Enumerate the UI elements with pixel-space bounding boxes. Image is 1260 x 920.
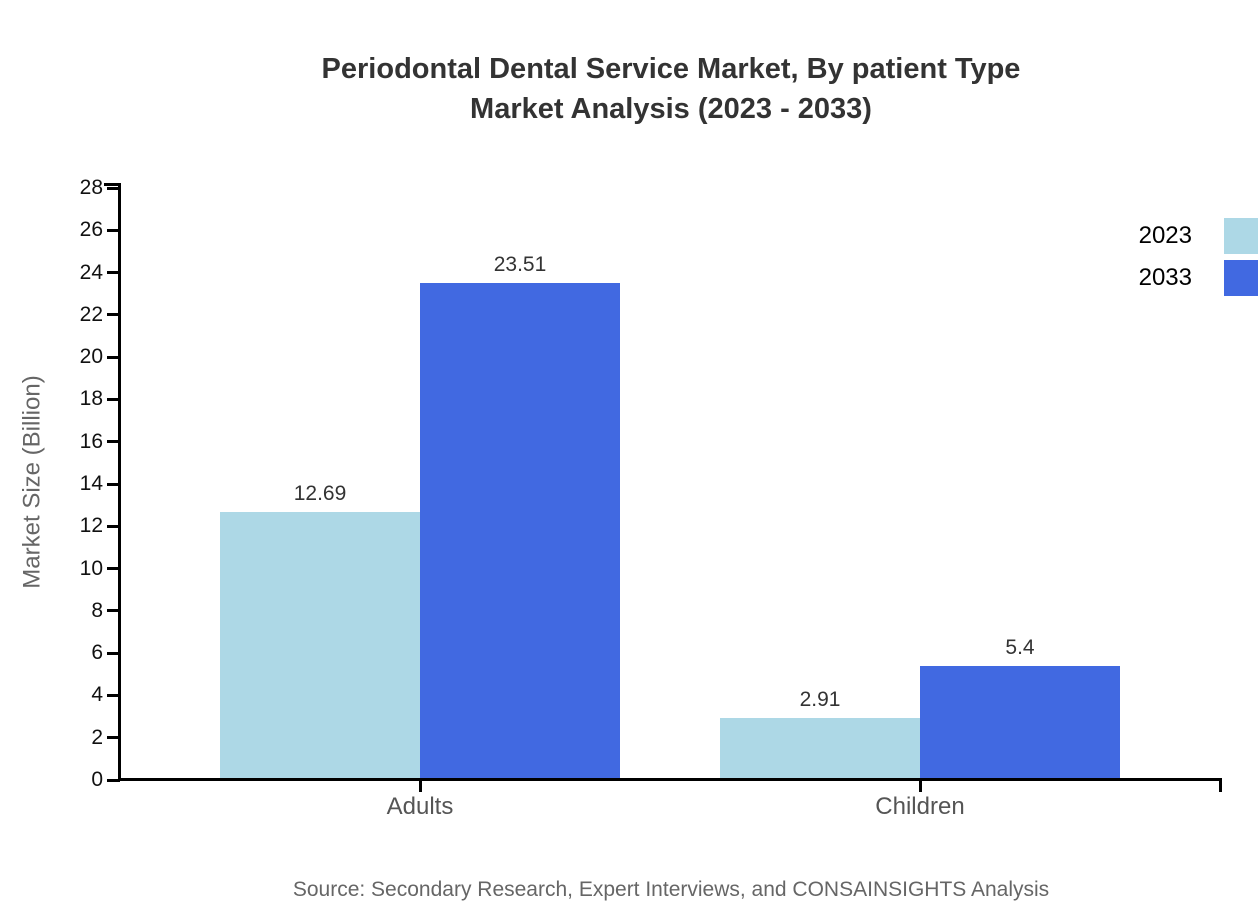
y-tick-label: 28 — [79, 176, 103, 199]
bar-2033-adults — [420, 282, 620, 780]
y-tick-label: 20 — [79, 345, 103, 369]
x-axis-end-cap — [1219, 781, 1222, 792]
x-tick-mark — [418, 781, 422, 792]
bar-value-label: 5.4 — [1005, 635, 1035, 659]
y-tick-label: 24 — [79, 260, 103, 284]
y-tick-mark — [107, 651, 120, 655]
bar-2023-children — [720, 718, 920, 780]
chart-title-line1: Periodontal Dental Service Market, By pa… — [321, 53, 1021, 85]
bar-value-label: 2.91 — [799, 688, 841, 712]
source-attribution: Source: Secondary Research, Expert Inter… — [292, 878, 1050, 901]
y-tick-label: 0 — [91, 768, 103, 791]
bar-value-label: 12.69 — [293, 481, 347, 505]
legend-item-2023: 2023 — [1072, 218, 1258, 254]
bar-value-label: 23.51 — [493, 252, 547, 276]
y-tick-mark — [107, 482, 120, 486]
y-tick-label: 16 — [79, 429, 103, 453]
y-tick-label: 14 — [79, 472, 103, 495]
legend-label-2033: 2033 — [1138, 264, 1192, 291]
legend-swatch-2023 — [1224, 218, 1258, 254]
y-tick-mark — [107, 736, 120, 740]
y-axis-line — [118, 183, 121, 781]
bar-2033-children — [920, 665, 1120, 780]
y-tick-label: 10 — [79, 556, 103, 580]
y-tick-mark — [107, 313, 120, 317]
chart-title-line2: Market Analysis (2023 - 2033) — [470, 93, 872, 125]
y-tick-label: 22 — [79, 302, 103, 326]
x-category-label-children: Children — [875, 793, 965, 820]
legend-swatch-2033 — [1224, 260, 1258, 296]
y-tick-mark — [107, 778, 120, 782]
y-tick-mark — [107, 271, 120, 275]
y-tick-label: 12 — [79, 514, 103, 538]
y-tick-mark — [107, 440, 120, 444]
legend-item-2033: 2033 — [1072, 260, 1258, 296]
y-tick-label: 18 — [79, 387, 103, 411]
y-tick-mark — [107, 609, 120, 613]
legend-label-2023: 2023 — [1138, 222, 1192, 249]
x-axis-line — [118, 778, 1222, 781]
y-axis-end-cap — [104, 183, 121, 186]
y-tick-label: 8 — [91, 598, 103, 622]
y-tick-mark — [107, 397, 120, 401]
y-tick-mark — [107, 186, 120, 190]
y-tick-mark — [107, 524, 120, 528]
y-tick-mark — [107, 567, 120, 571]
legend: 2023 2033 — [1072, 218, 1258, 302]
x-tick-mark — [918, 781, 922, 792]
y-tick-label: 26 — [79, 218, 103, 242]
y-tick-label: 6 — [91, 641, 103, 665]
chart-title: Periodontal Dental Service Market, By pa… — [120, 49, 1222, 129]
x-category-label-adults: Adults — [386, 793, 454, 820]
y-tick-mark — [107, 355, 120, 359]
bar-2023-adults — [220, 511, 420, 780]
y-tick-label: 4 — [91, 683, 103, 707]
y-tick-mark — [107, 693, 120, 697]
y-tick-mark — [107, 228, 120, 232]
y-tick-label: 2 — [91, 725, 103, 749]
